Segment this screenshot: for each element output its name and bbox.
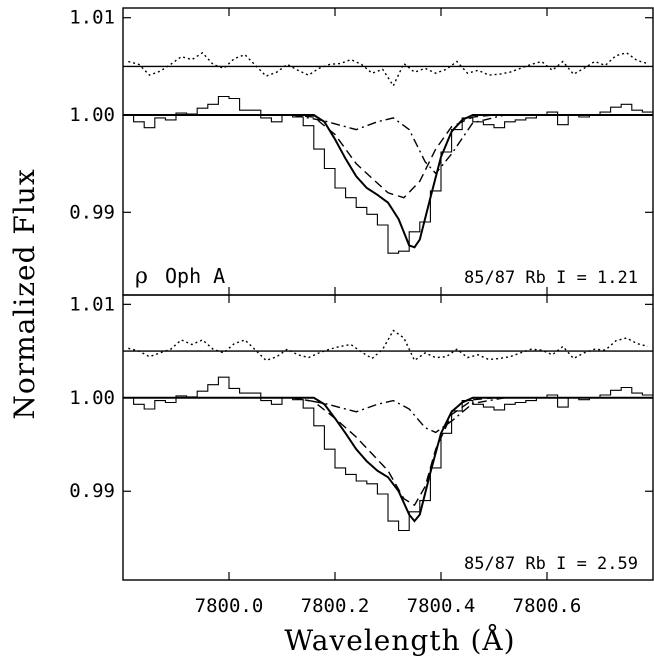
series-component-1-line xyxy=(123,114,653,199)
x-tick-label: 7800.2 xyxy=(301,595,370,617)
x-tick-label: 7800.4 xyxy=(407,595,476,617)
panel-bottom-plot xyxy=(123,329,653,532)
series-histogram-line xyxy=(123,376,653,532)
y-tick-label: 1.01 xyxy=(69,293,115,315)
series-residuals-line xyxy=(128,329,648,362)
x-axis-label: Wavelength (Å) xyxy=(284,624,515,657)
series-component-1-line xyxy=(123,397,653,507)
series-component-2-line xyxy=(123,397,653,434)
y-tick-label: 1.00 xyxy=(69,104,115,126)
panel-top-plot xyxy=(123,51,653,254)
panel-top-ratio-label: 85/87 Rb I = 1.21 xyxy=(464,268,638,288)
x-tick-label: 7800.6 xyxy=(513,595,582,617)
series-residuals-line xyxy=(128,51,648,88)
panel-top: 1.01 1.00 0.99 ρ Oph A 85/87 Rb I = 1.21 xyxy=(69,7,654,296)
y-tick-label: 1.00 xyxy=(69,387,115,409)
panel-top-star-name: Oph A xyxy=(165,264,225,288)
y-tick-label: 1.01 xyxy=(69,7,115,29)
panel-bottom: 1.01 1.00 0.99 85/87 Rb I = 2.59 xyxy=(69,293,654,581)
y-axis-label: Normalized Flux xyxy=(8,168,41,419)
y-tick-label: 0.99 xyxy=(69,480,115,502)
series-component-2-line xyxy=(123,114,653,175)
panel-top-y-axis: 1.01 1.00 0.99 xyxy=(69,7,653,295)
y-tick-label: 0.99 xyxy=(69,201,115,223)
panel-bottom-ratio-label: 85/87 Rb I = 2.59 xyxy=(464,554,638,574)
x-tick-label: 7800.0 xyxy=(195,595,264,617)
panel-top-star-symbol: ρ xyxy=(135,264,148,289)
series-histogram-line xyxy=(123,95,653,254)
panel-bottom-frame xyxy=(122,294,654,581)
series-fit-line xyxy=(123,114,653,249)
panel-bottom-y-axis: 1.01 1.00 0.99 xyxy=(69,293,653,580)
x-axis: 7800.0 7800.2 7800.4 7800.6 xyxy=(195,595,582,617)
